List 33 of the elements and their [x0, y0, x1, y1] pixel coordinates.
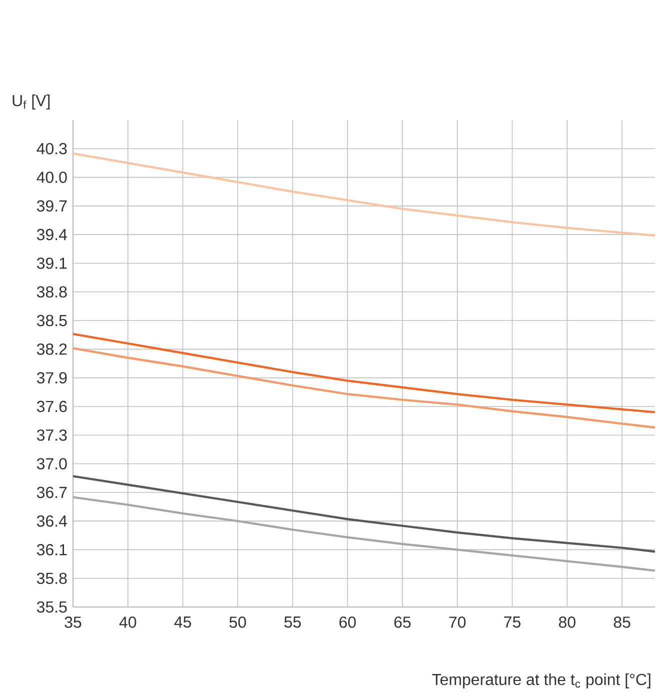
y-tick-label: 36.4 [36, 515, 67, 527]
y-tick-label: 37.3 [36, 429, 67, 441]
x-tick-label: 35 [64, 616, 82, 628]
x-tick-label: 50 [229, 616, 246, 628]
line-series [73, 332, 655, 414]
y-tick-label: 37.6 [36, 400, 67, 412]
x-tick-label: 45 [174, 616, 192, 628]
y-tick-label: 39.7 [36, 200, 67, 212]
y-tick-label: 40.3 [36, 142, 67, 154]
x-tick-label: 65 [394, 616, 411, 628]
line-series [73, 152, 655, 237]
y-tick-label: 38.5 [36, 314, 67, 326]
y-tick-label: 38.8 [36, 286, 67, 298]
y-tick-label: 36.7 [36, 486, 67, 498]
x-tick-label: 80 [558, 616, 576, 628]
x-tick-label: 75 [504, 616, 520, 628]
y-tick-label: 35.5 [36, 601, 67, 613]
x-tick-label: 55 [284, 616, 301, 628]
x-tick-label: 60 [339, 616, 356, 628]
x-tick-label: 40 [119, 616, 136, 628]
x-tick-label: 70 [449, 616, 466, 628]
y-tick-label: 39.4 [36, 228, 67, 240]
y-tick-label: 40.0 [36, 172, 67, 183]
y-tick-label: 36.1 [36, 544, 67, 556]
x-tick-label: 85 [614, 616, 630, 628]
y-tick-label: 39.1 [36, 258, 67, 269]
y-tick-label: 35.8 [36, 572, 67, 584]
x-axis-title: Temperature at the t$_{c}$ point [°C] [432, 673, 650, 688]
line-series [73, 347, 655, 429]
y-tick-label: 37.0 [36, 458, 67, 470]
y-tick-label: 38.2 [36, 344, 67, 355]
y-axis-title: U$_{f}$ [V] [12, 94, 50, 110]
y-tick-label: 37.9 [36, 372, 67, 384]
